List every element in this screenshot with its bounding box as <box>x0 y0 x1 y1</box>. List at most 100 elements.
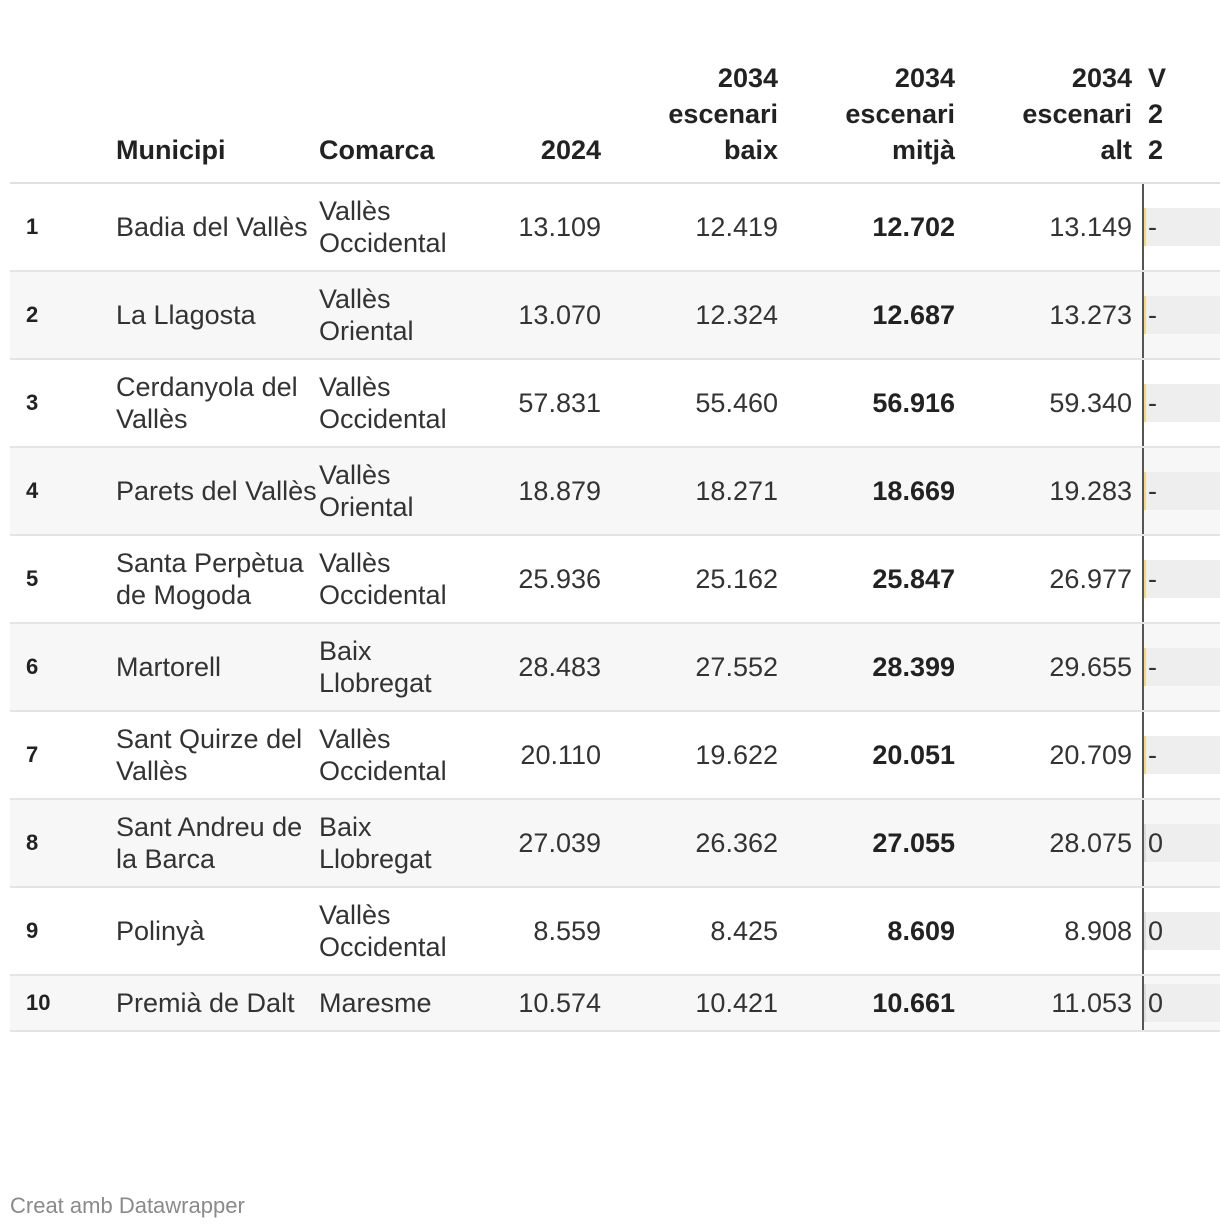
header-comarca[interactable]: Comarca <box>319 0 489 184</box>
cell-rank: 1 <box>10 183 116 272</box>
variation-axis-line <box>1142 624 1144 710</box>
cell-comarca: Vallès Occidental <box>319 535 489 624</box>
table-row: 9 Polinyà Vallès Occidental 8.559 8.425 8.609… <box>10 887 1220 976</box>
cell-municipi: Martorell <box>116 623 319 712</box>
cell-comarca: Maresme <box>319 975 489 1032</box>
header-2034-mid[interactable]: 2034 escenari mitjà <box>778 0 955 184</box>
cell-2034-mid: 12.702 <box>778 183 955 272</box>
variation-axis-line <box>1142 976 1144 1030</box>
header-rank[interactable] <box>10 0 116 184</box>
cell-2034-mid: 10.661 <box>778 975 955 1032</box>
header-2034-high[interactable]: 2034 escenari alt <box>955 0 1132 184</box>
cell-2024: 8.559 <box>489 887 601 976</box>
population-projection-table: Municipi Comarca 2024 2034 escenari baix… <box>10 0 1220 1032</box>
cell-2034-high: 20.709 <box>955 711 1132 800</box>
cell-variation: - <box>1132 447 1220 536</box>
cell-municipi: Santa Perpètua de Mogoda <box>116 535 319 624</box>
cell-comarca: Vallès Occidental <box>319 711 489 800</box>
cell-2034-high: 11.053 <box>955 975 1132 1032</box>
variation-axis-line <box>1142 184 1144 270</box>
variation-bar <box>1142 648 1220 686</box>
cell-variation: - <box>1132 535 1220 624</box>
header-line: V <box>1148 63 1167 93</box>
variation-bar <box>1142 296 1220 334</box>
variation-axis-line <box>1142 448 1144 534</box>
cell-2034-low: 12.324 <box>601 271 778 360</box>
header-line: escenari <box>668 99 778 129</box>
cell-rank: 4 <box>10 447 116 536</box>
variation-label: - <box>1148 740 1157 770</box>
table-row: 7 Sant Quirze del Vallès Vallès Occidental… <box>10 711 1220 800</box>
header-2024[interactable]: 2024 <box>489 0 601 184</box>
cell-municipi: Parets del Vallès <box>116 447 319 536</box>
cell-2024: 10.574 <box>489 975 601 1032</box>
cell-comarca: Vallès Oriental <box>319 447 489 536</box>
cell-2034-low: 19.622 <box>601 711 778 800</box>
cell-comarca: Baix Llobregat <box>319 799 489 888</box>
cell-rank: 3 <box>10 359 116 448</box>
variation-bar <box>1142 736 1220 774</box>
cell-comarca: Vallès Oriental <box>319 271 489 360</box>
cell-2034-low: 27.552 <box>601 623 778 712</box>
cell-comarca: Vallès Occidental <box>319 183 489 272</box>
cell-2024: 20.110 <box>489 711 601 800</box>
variation-bar <box>1142 384 1220 422</box>
cell-municipi: La Llagosta <box>116 271 319 360</box>
table-row: 1 Badia del Vallès Vallès Occidental 13.109… <box>10 183 1220 272</box>
variation-label: - <box>1148 300 1157 330</box>
header-line: 2 <box>1148 135 1164 165</box>
cell-2024: 18.879 <box>489 447 601 536</box>
cell-variation: - <box>1132 359 1220 448</box>
variation-bar <box>1142 912 1220 950</box>
cell-variation: 0 <box>1132 799 1220 888</box>
datawrapper-credit[interactable]: Creat amb Datawrapper <box>10 1193 245 1218</box>
cell-municipi: Sant Andreu de la Barca <box>116 799 319 888</box>
variation-axis-line <box>1142 712 1144 798</box>
header-2034-low[interactable]: 2034 escenari baix <box>601 0 778 184</box>
header-variation[interactable]: V 2 2 <box>1132 0 1220 184</box>
variation-label: - <box>1148 564 1157 594</box>
data-table-container: Municipi Comarca 2024 2034 escenari baix… <box>10 0 1220 1032</box>
cell-municipi: Sant Quirze del Vallès <box>116 711 319 800</box>
cell-2034-low: 12.419 <box>601 183 778 272</box>
cell-2034-mid: 28.399 <box>778 623 955 712</box>
cell-municipi: Premià de Dalt <box>116 975 319 1032</box>
header-line: 2034 <box>717 63 778 93</box>
cell-variation: 0 <box>1132 975 1220 1032</box>
cell-2034-high: 13.273 <box>955 271 1132 360</box>
cell-comarca: Vallès Occidental <box>319 359 489 448</box>
cell-rank: 7 <box>10 711 116 800</box>
cell-2034-low: 18.271 <box>601 447 778 536</box>
variation-axis-line <box>1142 888 1144 974</box>
variation-label: 0 <box>1148 828 1164 858</box>
cell-rank: 8 <box>10 799 116 888</box>
cell-2024: 27.039 <box>489 799 601 888</box>
cell-municipi: Polinyà <box>116 887 319 976</box>
cell-2034-low: 26.362 <box>601 799 778 888</box>
header-line: baix <box>723 135 778 165</box>
table-row: 6 Martorell Baix Llobregat 28.483 27.552 28.3… <box>10 623 1220 712</box>
cell-2034-high: 59.340 <box>955 359 1132 448</box>
cell-comarca: Vallès Occidental <box>319 887 489 976</box>
cell-2034-high: 13.149 <box>955 183 1132 272</box>
header-line: escenari <box>845 99 955 129</box>
header-line: 2034 <box>1071 63 1132 93</box>
variation-label: - <box>1148 212 1157 242</box>
cell-2034-mid: 8.609 <box>778 887 955 976</box>
cell-2024: 13.109 <box>489 183 601 272</box>
cell-municipi: Cerdanyola del Vallès <box>116 359 319 448</box>
cell-2034-low: 8.425 <box>601 887 778 976</box>
variation-label: 0 <box>1148 988 1164 1018</box>
cell-2034-mid: 25.847 <box>778 535 955 624</box>
header-line: alt <box>1100 135 1132 165</box>
cell-rank: 10 <box>10 975 116 1032</box>
cell-variation: 0 <box>1132 887 1220 976</box>
variation-axis-line <box>1142 800 1144 886</box>
variation-axis-line <box>1142 536 1144 622</box>
variation-label: - <box>1148 476 1157 506</box>
cell-2034-mid: 20.051 <box>778 711 955 800</box>
header-municipi[interactable]: Municipi <box>116 0 319 184</box>
header-line: 2034 <box>894 63 955 93</box>
cell-variation: - <box>1132 711 1220 800</box>
variation-bar <box>1142 472 1220 510</box>
